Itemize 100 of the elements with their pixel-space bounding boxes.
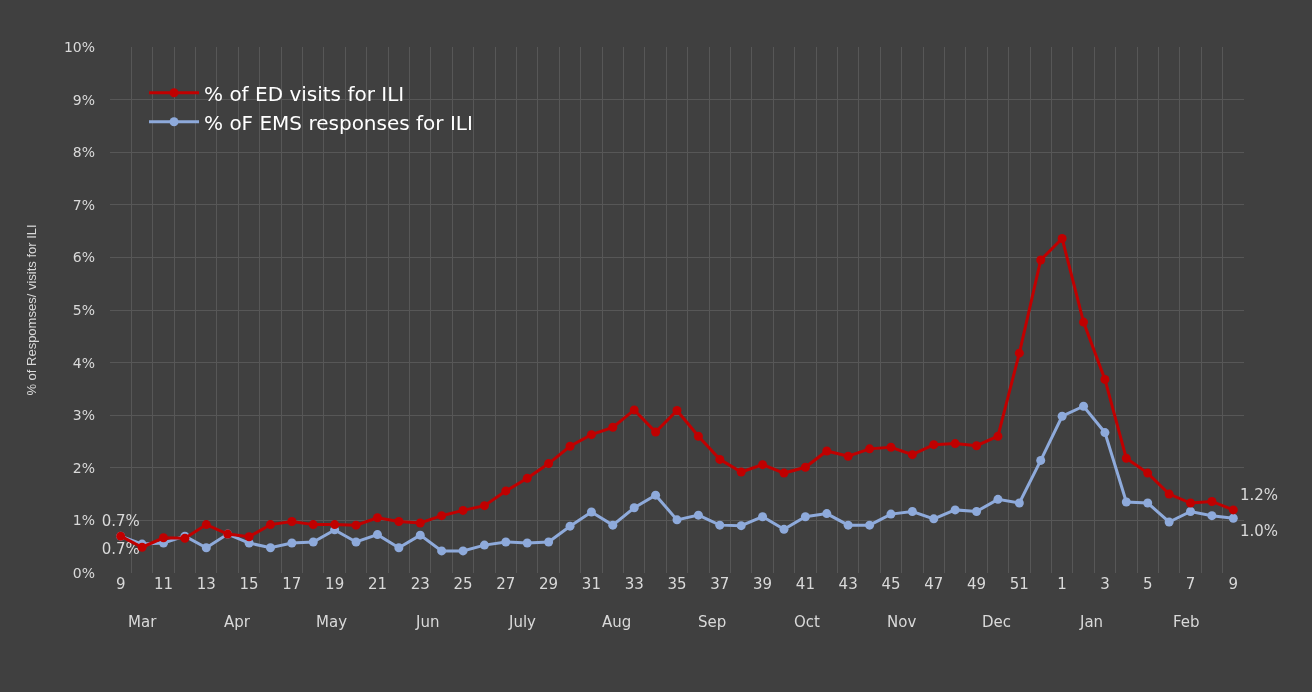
point	[458, 505, 468, 515]
legend-label: % of ED visits for ILI	[204, 81, 405, 106]
point	[843, 451, 853, 461]
point	[1143, 468, 1153, 478]
point	[1228, 505, 1238, 515]
x-tick-label: 25	[453, 575, 473, 593]
point	[501, 486, 511, 496]
data-label: 1.2%	[1239, 485, 1279, 504]
y-tick-label: 8%	[72, 144, 95, 161]
y-tick-label: 2%	[72, 459, 95, 476]
point	[351, 520, 361, 530]
point	[394, 543, 404, 553]
text: July	[508, 613, 537, 631]
point	[1036, 455, 1046, 465]
x-tick-label: 51	[1009, 575, 1029, 593]
point	[308, 520, 318, 530]
point	[1014, 498, 1024, 508]
point	[736, 521, 746, 531]
point	[736, 467, 746, 477]
data-label: 0.7%	[101, 511, 140, 530]
x-tick-label: 5	[1142, 575, 1153, 593]
y-tick-label: 3%	[72, 407, 95, 424]
x-tick-label: 37	[710, 575, 730, 593]
x-tick-label: 17	[282, 575, 302, 593]
point	[394, 516, 404, 526]
legend-label: % oF EMS responses for ILI	[204, 110, 473, 135]
y-tick-label: 5%	[72, 301, 95, 318]
point	[608, 422, 618, 432]
point	[779, 524, 789, 534]
x-tick-label: 27	[496, 575, 516, 593]
point	[1079, 401, 1089, 411]
x-tick-label: 7	[1185, 575, 1196, 593]
point	[800, 462, 810, 472]
x-tick-label: 43	[838, 575, 858, 593]
point	[287, 538, 297, 548]
text: Jun	[415, 613, 440, 631]
point	[458, 546, 468, 556]
x-tick-label: 9	[1228, 575, 1239, 593]
x-tick-label: 9	[115, 575, 126, 593]
point	[629, 405, 639, 415]
point	[201, 543, 211, 553]
point	[886, 509, 896, 519]
point	[265, 543, 275, 553]
point	[822, 509, 832, 519]
point	[1036, 255, 1046, 265]
point	[1207, 511, 1217, 521]
text: Nov	[887, 613, 917, 631]
point	[843, 520, 853, 530]
point	[865, 520, 875, 530]
point	[544, 537, 554, 547]
point	[1207, 496, 1217, 506]
point	[972, 441, 982, 451]
x-tick-label: 23	[410, 575, 430, 593]
x-tick-label: 33	[624, 575, 644, 593]
point	[1014, 348, 1024, 358]
point	[1164, 489, 1174, 499]
point	[651, 427, 661, 437]
y-tick-label: 9%	[72, 91, 95, 108]
y-tick-label: 4%	[72, 354, 95, 371]
y-tick-label: 1%	[72, 512, 95, 529]
x-tick-label: 3	[1100, 575, 1110, 593]
point	[415, 530, 425, 540]
x-tick-label: 41	[795, 575, 815, 593]
y-axis-title: % of Respomses/ visits for ILI	[23, 224, 39, 396]
x-tick-label: 35	[667, 575, 687, 593]
point	[758, 460, 768, 470]
x-tick-label: 13	[196, 575, 216, 593]
point	[800, 512, 810, 522]
point	[565, 521, 575, 531]
point	[993, 431, 1003, 441]
text: Apr	[224, 613, 251, 631]
point	[907, 450, 917, 460]
point	[437, 546, 447, 556]
data-label: 0.7%	[101, 540, 140, 559]
x-tick-label: 47	[924, 575, 944, 593]
point	[929, 514, 939, 524]
y-tick-label: 0%	[72, 564, 95, 581]
data-label: 1.0%	[1239, 522, 1279, 541]
point	[1228, 513, 1238, 523]
point	[1186, 506, 1196, 516]
point	[993, 494, 1003, 504]
point	[1079, 317, 1089, 327]
x-tick-label: 15	[239, 575, 259, 593]
y-tick-label: 7%	[72, 196, 95, 213]
point	[586, 430, 596, 440]
point	[651, 490, 661, 500]
text: Aug	[602, 613, 632, 631]
point	[1100, 374, 1110, 384]
point	[544, 459, 554, 469]
point	[972, 506, 982, 516]
point	[479, 501, 489, 511]
point	[372, 530, 382, 540]
text: Jan	[1079, 613, 1104, 631]
point	[672, 405, 682, 415]
point	[907, 506, 917, 516]
point	[1164, 517, 1174, 527]
x-tick-label: 19	[325, 575, 345, 593]
point	[372, 513, 382, 523]
x-tick-label: 31	[581, 575, 601, 593]
point	[1100, 428, 1110, 438]
